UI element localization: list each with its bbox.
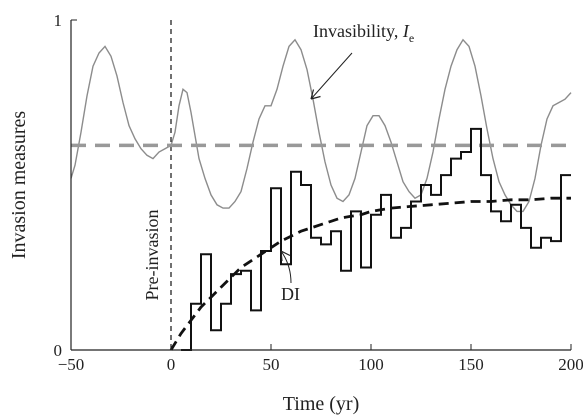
y-tick-label: 1 <box>54 11 63 30</box>
invasibility-arrow-line <box>310 52 353 100</box>
x-tick-label: 100 <box>358 355 384 374</box>
x-tick-label: 150 <box>458 355 484 374</box>
invasibility-arrow-head <box>310 89 321 100</box>
di-trend-line <box>169 196 571 351</box>
x-tick-label: 200 <box>558 355 583 374</box>
invasibility-line <box>70 38 572 213</box>
di-arrow-line <box>280 250 292 284</box>
x-tick-label: −50 <box>58 355 85 374</box>
di-step-line <box>181 127 571 351</box>
y-axis-title: Invasion measures <box>8 111 30 260</box>
invasibility-label-text: Invasibility, <box>313 21 403 41</box>
di-arrow-head <box>280 250 291 262</box>
di-label: DI <box>281 284 300 304</box>
x-tick-label: 0 <box>167 355 176 374</box>
pre-invasion-label: Pre-invasion <box>142 210 162 301</box>
invasibility-label-symbol: I <box>402 21 410 41</box>
x-axis-title: Time (yr) <box>283 393 359 415</box>
invasibility-label: Invasibility, Ie <box>313 21 414 45</box>
y-tick-label: 0 <box>54 341 63 360</box>
series-layer <box>70 20 572 351</box>
invasibility-label-subscript: e <box>409 31 414 45</box>
x-tick-label: 50 <box>263 355 280 374</box>
